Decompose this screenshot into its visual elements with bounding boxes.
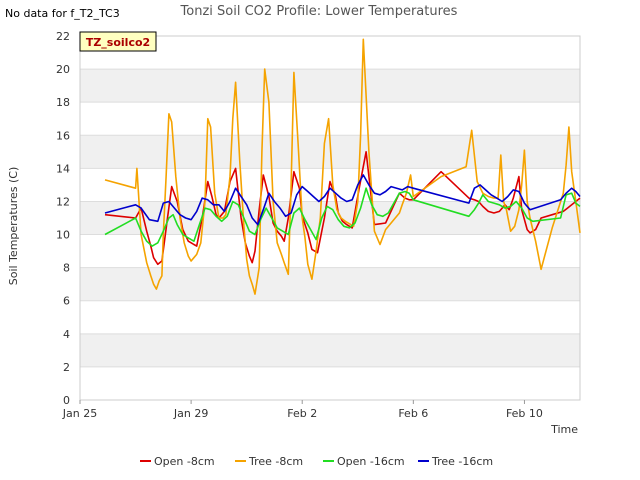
legend: Open -8cm Tree -8cm Open -16cm Tree -16cm — [140, 455, 493, 468]
plot-band — [80, 300, 580, 334]
y-tick-label: 18 — [56, 96, 70, 109]
y-tick-label: 6 — [63, 295, 70, 308]
plot-band — [80, 333, 580, 367]
plot-band — [80, 69, 580, 103]
y-axis-ticks: 0 2 4 6 8 10 12 14 16 18 20 22 — [56, 30, 70, 407]
badge-label: TZ_soilco2 — [86, 36, 150, 49]
y-axis-label: Soil Temperatures (C) — [7, 167, 20, 286]
y-tick-label: 22 — [56, 30, 70, 43]
y-tick-label: 20 — [56, 63, 70, 76]
x-tick-label: Feb 10 — [506, 407, 543, 420]
series-line-tree-8cm — [104, 38, 581, 295]
plot-frame — [79, 35, 581, 401]
badge-box — [79, 31, 157, 52]
x-axis-ticks: Jan 25 Jan 29 Feb 2 Feb 6 Feb 10 — [62, 400, 543, 420]
x-tick-label: Jan 29 — [173, 407, 208, 420]
x-tick-label: Jan 25 — [62, 407, 97, 420]
legend-label: Tree -16cm — [431, 455, 493, 468]
y-tick-label: 14 — [56, 162, 70, 175]
plot-band — [80, 267, 580, 301]
y-tick-label: 12 — [56, 195, 70, 208]
chart-title: Tonzi Soil CO2 Profile: Lower Temperatur… — [180, 4, 458, 19]
x-tick-label: Feb 6 — [398, 407, 428, 420]
series-lines — [104, 38, 581, 295]
series-line-open-16cm — [104, 187, 581, 247]
legend-label: Open -8cm — [154, 455, 215, 468]
x-axis-label: Time — [550, 423, 578, 436]
no-data-note: No data for f_T2_TC3 — [5, 7, 120, 20]
legend-label: Tree -8cm — [248, 455, 303, 468]
y-tick-label: 0 — [63, 394, 70, 407]
y-tick-label: 10 — [56, 229, 70, 242]
x-tick-label: Feb 2 — [287, 407, 317, 420]
plot-band — [80, 366, 580, 400]
series-line-tree-16cm — [104, 174, 581, 226]
y-tick-label: 4 — [63, 328, 70, 341]
badge: TZ_soilco2 — [79, 31, 157, 52]
y-tick-label: 16 — [56, 129, 70, 142]
y-tick-label: 8 — [63, 262, 70, 275]
plot-band — [80, 234, 580, 268]
legend-label: Open -16cm — [337, 455, 405, 468]
y-tick-label: 2 — [63, 361, 70, 374]
plot-band — [80, 36, 580, 70]
plot-bands — [80, 36, 580, 400]
